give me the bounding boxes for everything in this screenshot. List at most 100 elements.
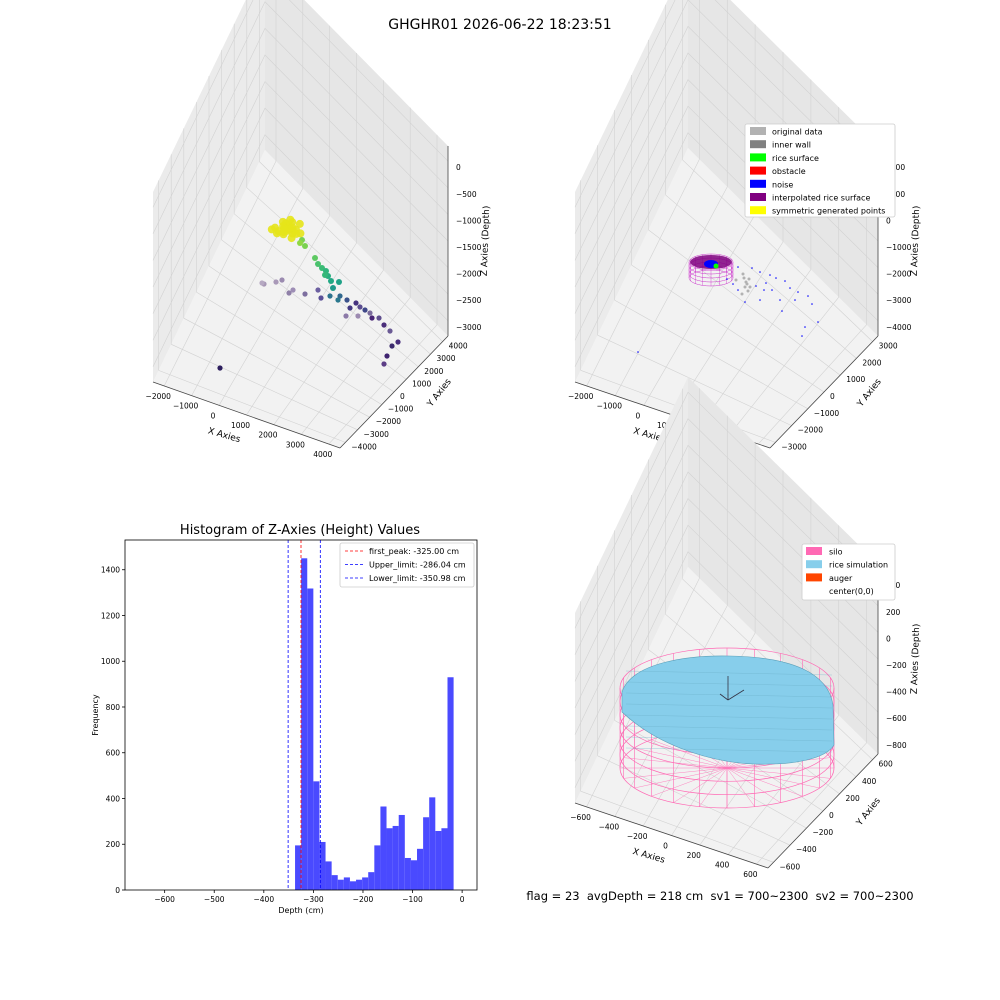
classify-xgrid: [586, 159, 700, 387]
auger-mark: [727, 689, 745, 701]
simulation-zgrid: [574, 524, 879, 762]
raw-axes: −2000−100001000200030004000−4000−3000−20…: [146, 0, 492, 459]
legend-label: first_peak: -325.00 cm: [369, 547, 459, 556]
raw-xlabel: X Axies: [207, 426, 242, 445]
data-point: [337, 293, 343, 299]
plot-frame: [124, 539, 478, 891]
data-point: [273, 279, 279, 285]
legend-swatch: [806, 560, 822, 569]
legend-label: symmetric generated points: [772, 207, 885, 216]
surface-mesh: [625, 670, 833, 676]
data-point: [327, 293, 333, 299]
data-point: [283, 225, 291, 233]
silo-floor-wire: [726, 757, 831, 769]
noise-point: [784, 280, 786, 282]
classify-floor-pane: [575, 148, 878, 448]
classify-ygrid: [682, 159, 873, 342]
simulation-xtick: −400: [599, 822, 620, 831]
histogram-bar: [343, 877, 350, 890]
noise-point: [817, 321, 819, 323]
histogram-bar: [435, 830, 442, 890]
data-point: [323, 268, 329, 274]
classify-ytick: 2000: [862, 358, 881, 367]
y-axis-label: Frequency: [91, 694, 100, 736]
raw-ztick: −1000: [456, 216, 482, 225]
raw-xtick: 2000: [258, 431, 277, 440]
legend-label: center(0,0): [829, 587, 874, 596]
data-point: [279, 277, 285, 283]
data-point: [280, 226, 289, 235]
xtick-label: −600: [154, 895, 175, 904]
ytick-label: 1000: [101, 657, 120, 666]
data-point: [283, 225, 291, 233]
rice-surface-mark: [713, 263, 719, 269]
classify-ygrid: [597, 334, 792, 426]
raw-xgrid: [328, 324, 438, 445]
simulation-xtick: 600: [743, 870, 758, 879]
silo-floor-wire: [673, 767, 728, 803]
simulation-ygrid: [682, 578, 873, 760]
raw-ygrid: [171, 344, 358, 431]
interpolated-surface: [690, 255, 732, 269]
raw-ytick: −3000: [364, 430, 390, 439]
data-point: [302, 291, 308, 297]
classify-xtick: 2000: [686, 431, 705, 440]
figure-title: GHGHR01 2026-06-22 18:23:51: [388, 17, 612, 33]
simulation-axes: −600−400−2000200400600−600−400−200020040…: [570, 377, 922, 879]
raw-zgrid: [152, 54, 449, 288]
original-point: [746, 289, 750, 293]
legend-label: silo: [829, 548, 843, 557]
simulation-zgrid: [574, 444, 879, 682]
classify-zgrid: [574, 132, 879, 367]
noise-point: [807, 295, 809, 297]
silo-floor-wire: [726, 767, 781, 803]
simulation-xtick: −600: [570, 813, 591, 822]
surface-mesh: [625, 714, 833, 720]
xtick-label: −300: [303, 895, 324, 904]
classify-xtick: 4000: [743, 450, 762, 459]
noise-point: [726, 278, 728, 280]
raw-ytick: 1000: [412, 379, 431, 388]
simulation-ygrid: [631, 684, 824, 812]
histogram-bar: [368, 872, 375, 890]
simulation-ztick: −400: [886, 688, 907, 697]
legend-swatch: [806, 573, 822, 582]
data-point: [319, 265, 325, 271]
raw-ygrid: [246, 187, 431, 355]
simulation-xaxis-line: [574, 802, 769, 869]
data-point: [343, 313, 349, 319]
raw-ytick: −2000: [376, 417, 402, 426]
silo-floor-wire: [726, 739, 803, 769]
classify-ztick: −1000: [886, 243, 912, 252]
data-point: [312, 255, 318, 261]
data-point: [389, 343, 395, 349]
raw-ygrid: [183, 317, 370, 418]
histogram-bar: [331, 875, 338, 890]
histogram-bar: [325, 861, 332, 890]
noise-point: [637, 351, 639, 353]
noise-point: [771, 289, 773, 291]
classify-legend: original data inner wall rice surface obsta…: [744, 123, 896, 218]
surface-mesh: [625, 703, 833, 709]
xtick-label: −400: [254, 895, 275, 904]
raw-ztick: 0: [456, 163, 461, 172]
histogram-bar: [362, 877, 369, 890]
data-point: [292, 229, 301, 238]
raw-zgrid: [152, 27, 449, 261]
data-point: [328, 278, 334, 284]
classify-ztick: 1000: [886, 190, 905, 199]
classify-ytick: −3000: [781, 442, 807, 451]
ytick-label: 0: [115, 886, 120, 895]
histogram-bar: [386, 828, 393, 890]
data-point: [369, 315, 375, 321]
data-point: [376, 315, 382, 321]
histogram-bar: [392, 825, 399, 890]
raw-ztick: −1500: [456, 243, 482, 252]
raw-floor-pane: [153, 150, 448, 448]
classify-left-pane: [575, 0, 688, 382]
ytick-label: 600: [106, 749, 121, 758]
data-point: [279, 222, 288, 231]
histogram-bar: [356, 879, 363, 890]
classify-ytick: −2000: [798, 426, 824, 435]
histogram-bar: [398, 814, 405, 890]
